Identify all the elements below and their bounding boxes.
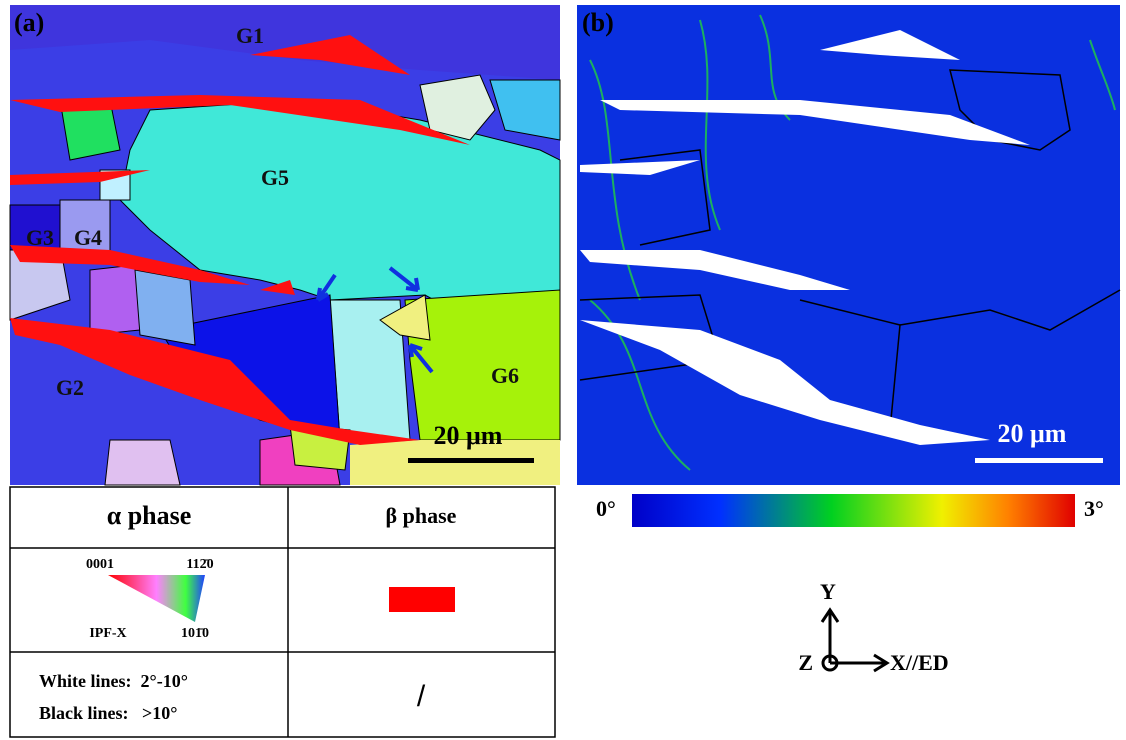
grain-label: G2 bbox=[56, 375, 84, 400]
grain-label: G1 bbox=[236, 23, 264, 48]
legend-text: Black lines: >10° bbox=[39, 703, 177, 723]
scale-bar-label: 20 μm bbox=[998, 419, 1067, 448]
beta-swatch bbox=[389, 587, 455, 612]
ebsd-map-b bbox=[577, 5, 1121, 485]
colorbar bbox=[632, 494, 1075, 527]
axis-label: Z bbox=[798, 650, 813, 675]
scale-bar bbox=[408, 458, 534, 463]
arrows bbox=[316, 266, 434, 374]
ipf-triangle bbox=[108, 575, 205, 622]
legend-text: / bbox=[417, 680, 426, 713]
ebsd-map-a bbox=[9, 5, 561, 486]
colorbar-label: 0° bbox=[596, 496, 616, 521]
legend-text: White lines: 2°-10° bbox=[39, 671, 188, 691]
ipf-label: 101̄0 bbox=[181, 626, 209, 641]
ipf-label: 112̄0 bbox=[186, 557, 213, 572]
axes-icon bbox=[820, 607, 890, 673]
table-header: β phase bbox=[386, 503, 457, 528]
ipf-label: IPF-X bbox=[89, 626, 126, 641]
grain-label: G3 bbox=[26, 225, 54, 250]
grain-label: G6 bbox=[491, 363, 519, 388]
legend-table bbox=[9, 486, 556, 738]
ipf-label: 0001 bbox=[86, 557, 114, 572]
axis-label: Y bbox=[820, 579, 836, 604]
colorbar-label: 3° bbox=[1084, 496, 1104, 521]
axis-label: X//ED bbox=[890, 650, 949, 675]
table-header: α phase bbox=[107, 501, 192, 530]
scale-bar bbox=[975, 458, 1103, 463]
grain-label: G5 bbox=[261, 165, 289, 190]
grain-label: G4 bbox=[74, 225, 102, 250]
panel-label: (b) bbox=[582, 8, 614, 37]
panel-label: (a) bbox=[14, 8, 44, 37]
scale-bar-label: 20 μm bbox=[434, 421, 503, 450]
